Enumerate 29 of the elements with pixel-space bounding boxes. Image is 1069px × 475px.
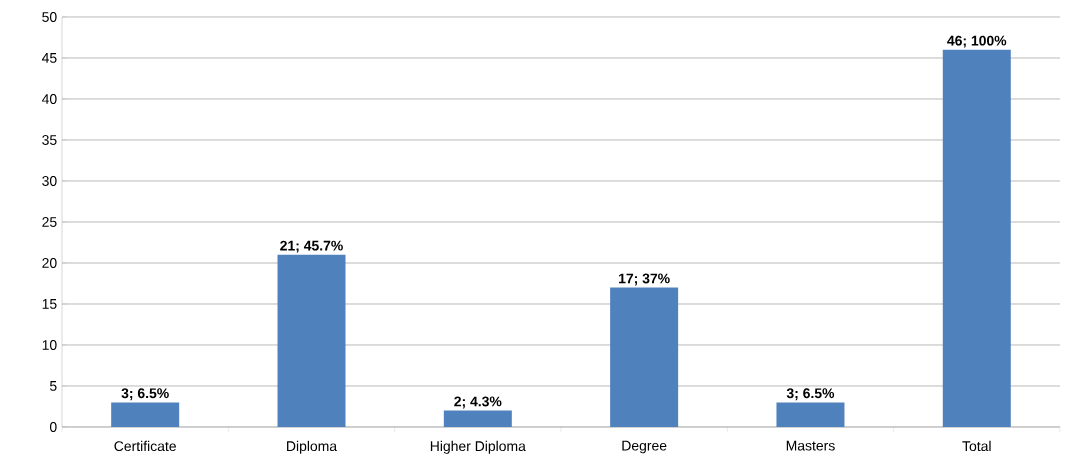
x-tick-label: Masters [786,440,835,451]
x-tick-label: Diploma [287,440,338,454]
y-tick-label: 5 [49,381,57,391]
y-tick-label: 10 [42,340,57,350]
y-tick-label: 35 [42,135,57,145]
data-label: 3; 6.5% [121,388,169,401]
y-tick-label: 40 [41,94,57,104]
x-tick-label: Higher Diploma [430,440,526,454]
y-tick-label: 0 [49,422,57,432]
y-tick-label: 25 [42,217,57,227]
data-label: 21; 45.7% [280,240,343,253]
bar [776,402,845,427]
data-label: 3; 6.5% [786,388,835,401]
data-label: 46; 100% [947,35,1007,48]
y-tick-label: 20 [42,258,57,268]
bar [443,410,512,427]
bar [111,402,180,427]
y-tick-label: 50 [42,12,57,22]
x-tick-label: Certificate [114,440,176,452]
x-tick-label: Degree [622,440,667,454]
data-label: 17; 37% [619,273,670,286]
bar [610,287,679,427]
bar [277,254,346,427]
x-tick-label: Total [962,440,991,452]
y-tick-label: 30 [42,176,57,186]
y-tick-label: 45 [41,53,57,63]
y-tick-label: 15 [42,299,57,309]
data-label: 2; 4.3% [454,396,502,409]
bar [942,49,1011,427]
